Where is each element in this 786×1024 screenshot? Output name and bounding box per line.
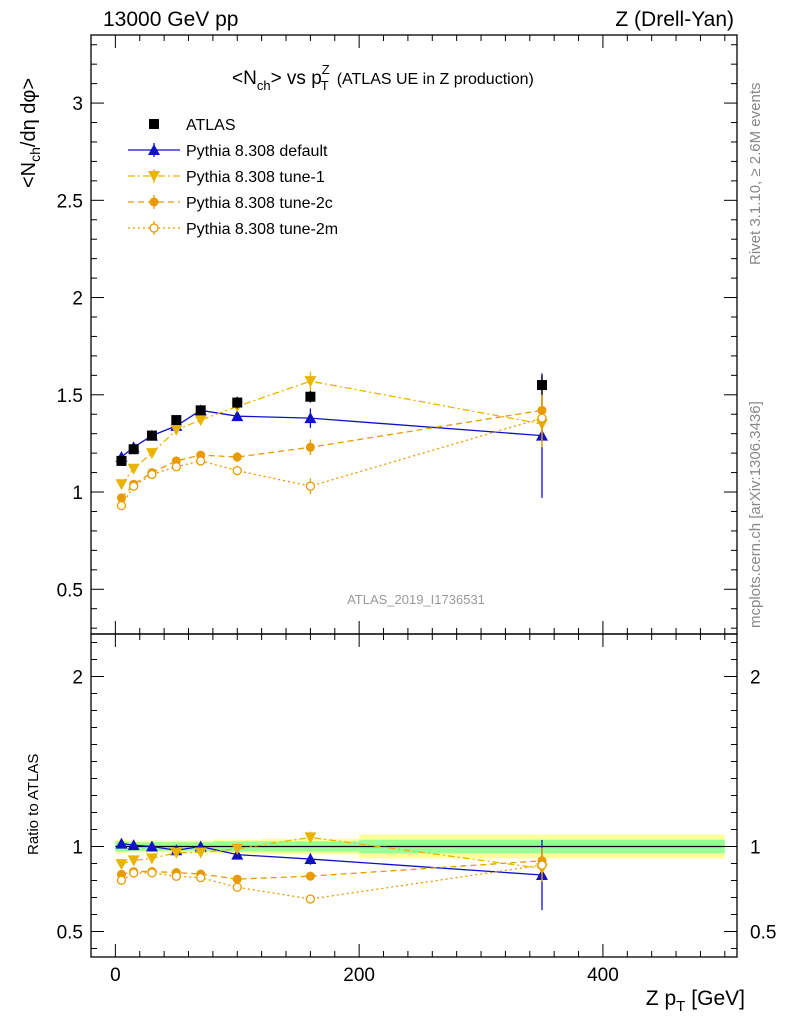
series-pythia-8-308-tune-1-ratio-point [127, 855, 140, 867]
series-pythia-8-308-tune-1-ratio-point [145, 853, 158, 865]
series-pythia-8-308-default-line [121, 409, 543, 458]
series-pythia-8-308-tune-2m-ratio-point [305, 894, 316, 904]
series-pythia-8-308-default-point [231, 410, 244, 422]
legend-marker [148, 171, 160, 182]
legend-marker [148, 144, 160, 155]
series-pythia-8-308-default-ratio-point [145, 840, 158, 852]
series-pythia-8-308-tune-2c-ratio-point [232, 874, 242, 884]
x-tick-label: 200 [343, 965, 375, 986]
series-pythia-8-308-tune-2m-point [171, 462, 181, 472]
series-pythia-8-308-tune-2m-ratio-point [147, 868, 157, 878]
series-pythia-8-308-tune-2m-point [116, 500, 127, 511]
series-pythia-8-308-default-ratio-point [304, 853, 317, 865]
series-pythia-8-308-tune-2m-point [305, 481, 316, 491]
y-tick-label: 1.5 [57, 386, 83, 407]
series-pythia-8-308-tune-2m-point [147, 469, 157, 480]
y-tick-label: 2.5 [57, 191, 83, 212]
series-pythia-8-308-tune-2m-point [129, 481, 139, 491]
series-pythia-8-308-tune-2m-ratio-point [537, 860, 547, 870]
series-pythia-8-308-tune-1-point [145, 448, 158, 460]
y-tick-label: 3 [72, 94, 83, 115]
ratio-tick-label-right: 2 [750, 668, 761, 689]
header-right: Z (Drell-Yan) [615, 8, 734, 31]
series-pythia-8-308-tune-1-ratio-point [170, 847, 183, 859]
series-pythia-8-308-tune-1-ratio-point [304, 832, 317, 844]
atlas-point [171, 415, 182, 426]
analysis-label: ATLAS_2019_I1736531 [347, 592, 485, 607]
series-pythia-8-308-tune-1-line [120, 380, 543, 485]
ratio-tick-label-right: 1 [750, 838, 761, 859]
atlas-point [116, 455, 127, 466]
rivet-label: Rivet 3.1.10, ≥ 2.6M events [747, 83, 764, 266]
series-pythia-8-308-tune-2m-point [196, 456, 206, 466]
mcplots-label: mcplots.cern.ch [arXiv:1306.3436] [747, 401, 764, 628]
series-pythia-8-308-tune-2m-ratio-point [116, 875, 127, 885]
series-pythia-8-308-tune-2m-ratio-line [121, 864, 543, 900]
series-pythia-8-308-tune-2m-ratio-point [129, 868, 139, 878]
series-pythia-8-308-tune-1-ratio-point [231, 843, 244, 855]
series-pythia-8-308-tune-2c-ratio-point [305, 871, 315, 881]
series-pythia-8-308-tune-2m-ratio-point [232, 882, 242, 892]
y-tick-label: 1 [72, 483, 83, 504]
series-pythia-8-308-tune-1-ratio-point [194, 847, 207, 859]
atlas-point [232, 397, 243, 408]
y-tick-label: 2 [72, 289, 83, 310]
series-pythia-8-308-default-ratio-point [115, 837, 128, 849]
series-pythia-8-308-tune-1-point [127, 463, 140, 475]
atlas-point [305, 391, 316, 402]
atlas-point [146, 430, 157, 441]
series-pythia-8-308-tune-2m-point [537, 413, 547, 423]
legend-marker [149, 223, 159, 233]
legend-label: Pythia 8.308 tune-2m [186, 221, 338, 238]
header-left: 13000 GeV pp [103, 8, 238, 31]
series-pythia-8-308-tune-2c-point [305, 442, 315, 452]
legend-marker [149, 197, 159, 207]
ratio-tick-label-right: 0.5 [750, 923, 776, 944]
legend-label: Pythia 8.308 tune-1 [186, 169, 325, 186]
series-pythia-8-308-tune-2c-point [232, 452, 242, 462]
series-pythia-8-308-tune-2c-point [116, 493, 126, 503]
legend-label: ATLAS [186, 117, 236, 134]
series-pythia-8-308-tune-2m-ratio-point [171, 871, 181, 881]
ratio-y-axis-label: Ratio to ATLAS [25, 754, 42, 855]
legend-label: Pythia 8.308 default [186, 143, 328, 160]
ratio-tick-label: 0.5 [57, 923, 83, 944]
ratio-frame [90, 633, 738, 958]
ratio-tick-label: 2 [72, 668, 83, 689]
series-pythia-8-308-tune-2m-point [232, 465, 242, 476]
series-pythia-8-308-tune-2m-ratio-point [196, 872, 206, 883]
ratio-tick-label: 1 [72, 838, 83, 859]
y-axis-label: <Nch/dη dφ> [18, 78, 43, 188]
series-pythia-8-308-tune-2c-line [120, 409, 543, 499]
series-pythia-8-308-default-ratio-point [127, 839, 140, 851]
atlas-point [128, 444, 139, 455]
series-pythia-8-308-tune-1-point [170, 424, 183, 436]
chart-title: <Nch> vs pZ T (ATLAS UE in Z production) [232, 62, 534, 93]
x-tick-label: 0 [110, 965, 121, 986]
series-pythia-8-308-tune-1-ratio-point [115, 859, 128, 871]
atlas-point [536, 380, 547, 391]
atlas-point [195, 405, 206, 416]
legend-marker [149, 119, 159, 129]
series-pythia-8-308-tune-1-point [115, 479, 128, 491]
series-pythia-8-308-tune-1-point [304, 376, 317, 388]
series-pythia-8-308-default-point [304, 412, 317, 424]
series-pythia-8-308-tune-1-point [194, 415, 207, 427]
x-axis-label: Z pT [GeV] [646, 987, 745, 1015]
y-tick-label: 0.5 [57, 580, 83, 601]
legend-label: Pythia 8.308 tune-2c [186, 195, 333, 212]
x-tick-label: 400 [587, 965, 619, 986]
